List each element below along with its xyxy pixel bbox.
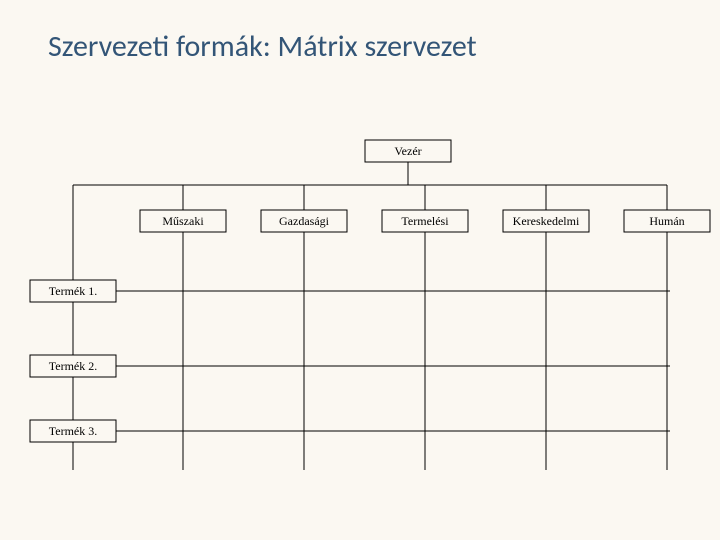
node-product-p3-label: Termék 3. bbox=[49, 424, 97, 438]
node-dep-human-label: Humán bbox=[649, 214, 684, 228]
matrix-diagram: Vezér Műszaki Gazdasági Termelési Kereskedel… bbox=[0, 0, 720, 540]
node-product-p2-label: Termék 2. bbox=[49, 359, 97, 373]
node-product-p1-label: Termék 1. bbox=[49, 284, 97, 298]
node-top-label: Vezér bbox=[394, 144, 421, 158]
node-dep-termelesi-label: Termelési bbox=[401, 214, 449, 228]
node-dep-gazdasagi-label: Gazdasági bbox=[279, 214, 330, 228]
node-dep-muszaki-label: Műszaki bbox=[162, 214, 204, 228]
node-dep-kereskedelmi-label: Kereskedelmi bbox=[513, 214, 580, 228]
